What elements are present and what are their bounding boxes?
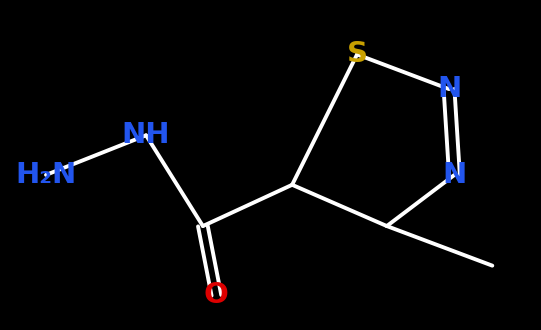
Text: S: S [347,41,367,68]
Text: O: O [204,281,229,309]
Text: N: N [437,75,461,103]
Text: N: N [443,161,466,189]
Text: H₂N: H₂N [15,161,77,189]
Text: NH: NH [122,121,170,149]
